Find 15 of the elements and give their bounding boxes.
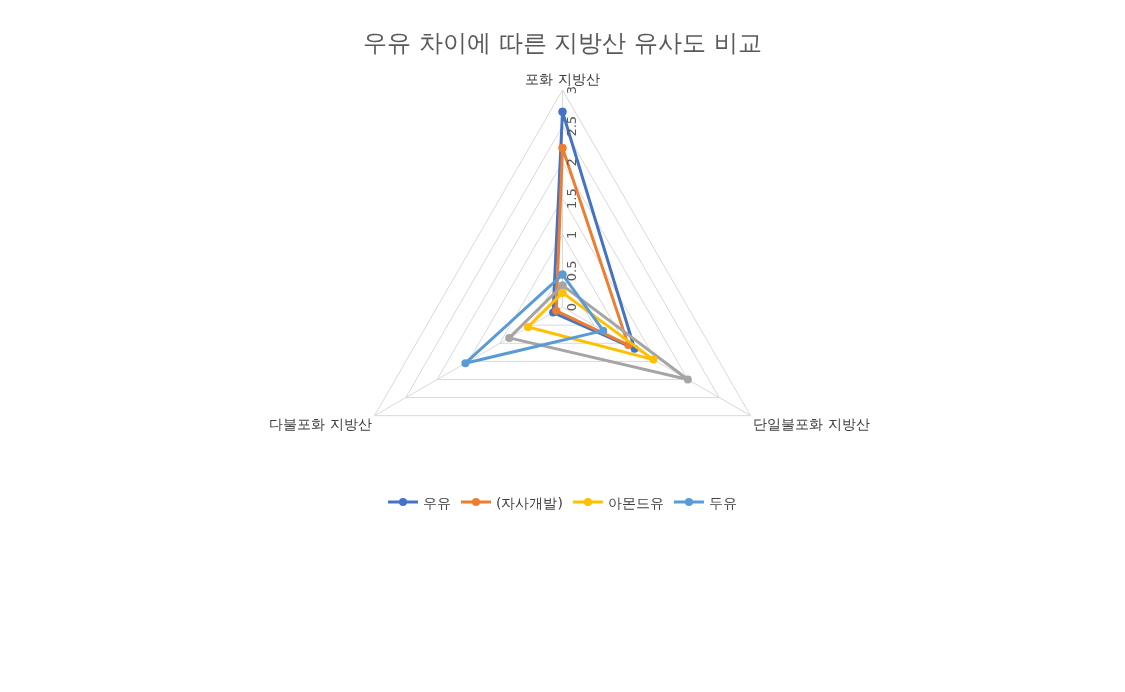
spoke-label: 단일불포화 지방산: [753, 415, 870, 432]
spoke-label: 다불포화 지방산: [269, 415, 372, 432]
y-tick-label: 2.5: [564, 115, 579, 137]
chart-title: 우유 차이에 따른 지방산 유사도 비교: [363, 29, 762, 58]
y-tick-label: 1.5: [564, 188, 579, 209]
y-tick-label: 0.5: [564, 260, 579, 282]
legend-label: 두유: [708, 494, 737, 511]
spoke-label: 포화 지방산: [525, 70, 600, 87]
legend-label: (자사개발): [496, 494, 563, 511]
legend-label: 우유: [423, 494, 451, 511]
y-tick-label: 2: [564, 158, 579, 167]
legend-label: 아몬드유: [607, 494, 664, 511]
y-tick-label: 0: [564, 302, 579, 312]
y-tick-label: 3: [564, 85, 579, 95]
y-tick-label: 1: [564, 230, 579, 239]
